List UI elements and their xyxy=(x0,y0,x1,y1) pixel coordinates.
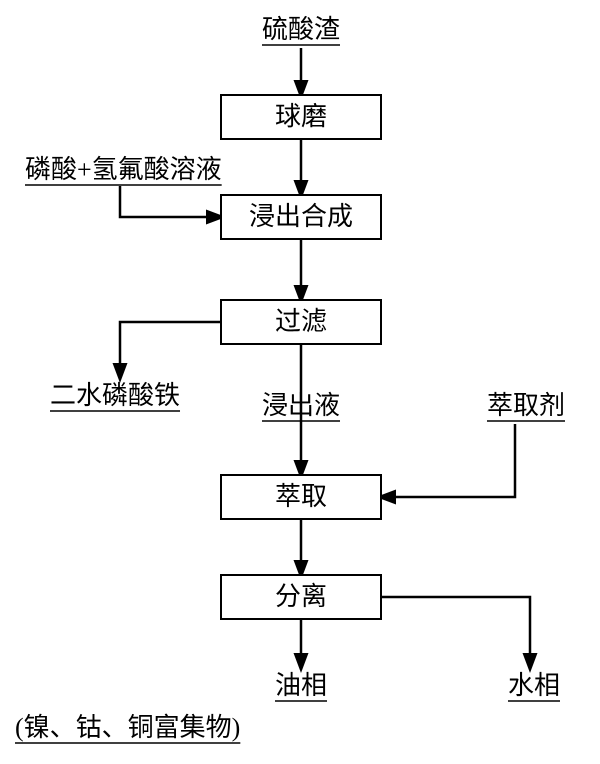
box-label-b2: 浸出合成 xyxy=(249,202,353,231)
box-label-b4: 萃取 xyxy=(275,482,327,511)
label-t_acid: 磷酸+氢氟酸溶液 xyxy=(25,155,222,184)
flowchart-canvas: 球磨浸出合成过滤萃取分离 硫酸渣磷酸+氢氟酸溶液二水磷酸铁 浸出液 萃取剂油相 水相 (镍… xyxy=(0,0,600,764)
label-t_extractant: 萃取剂 xyxy=(487,391,565,420)
arrow-water xyxy=(381,597,530,668)
label-t_leachate: 浸出液 xyxy=(262,391,340,420)
label-t_bottom: (镍、钴、铜富集物) xyxy=(15,713,240,742)
label-t_top: 硫酸渣 xyxy=(262,15,340,44)
box-label-b3: 过滤 xyxy=(275,307,327,336)
box-label-b1: 球磨 xyxy=(275,102,327,131)
arrow-acid xyxy=(120,186,221,217)
arrow-extr xyxy=(381,424,515,497)
arrow-fepo4 xyxy=(120,322,221,378)
label-t_fepo4: 二水磷酸铁 xyxy=(50,381,180,410)
label-t_oil: 油相 xyxy=(275,671,327,700)
label-t_water: 水相 xyxy=(508,671,560,700)
box-label-b5: 分离 xyxy=(275,582,327,611)
